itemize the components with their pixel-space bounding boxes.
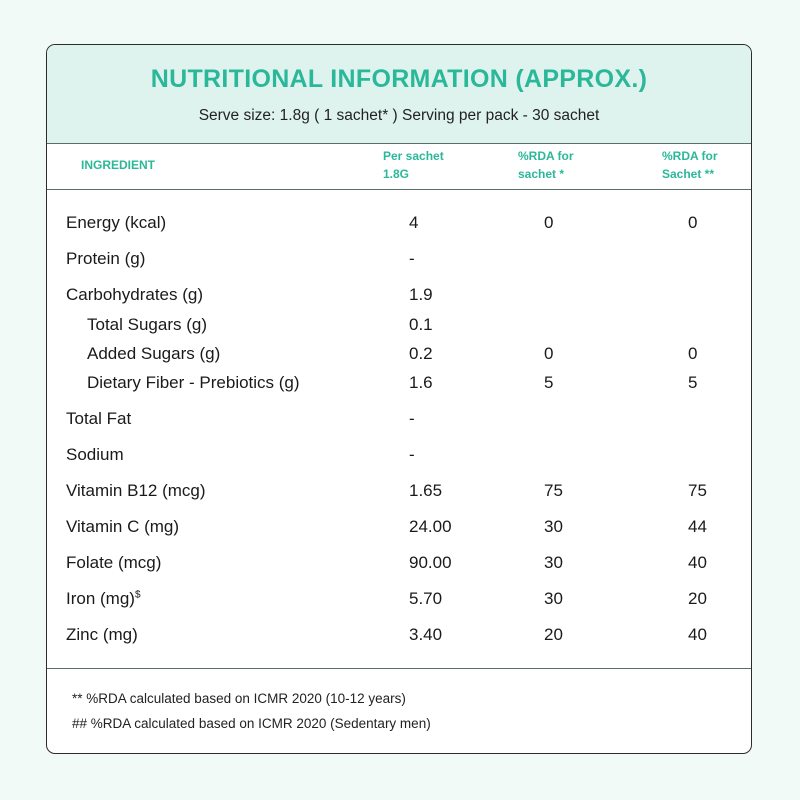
table-row: Total Fat - (47, 409, 751, 433)
rda-sachet-2-value: 75 (688, 481, 707, 500)
table-row: Zinc (mg) 3.40 20 40 (47, 625, 751, 649)
column-header-ingredient: INGREDIENT (81, 158, 156, 172)
per-sachet-value: 1.6 (409, 373, 433, 392)
per-sachet-value: 4 (409, 213, 419, 232)
per-sachet-value: 1.9 (409, 285, 433, 304)
nutrition-card: NUTRITIONAL INFORMATION (APPROX.) Serve … (46, 44, 752, 754)
rda-sachet-value: 0 (544, 344, 554, 363)
table-row: Energy (kcal) 4 0 0 (47, 213, 751, 237)
ingredient-name: Total Fat (66, 409, 132, 428)
ingredient-name: Vitamin B12 (mcg) (66, 481, 206, 500)
ingredient-name: Dietary Fiber - Prebiotics (g) (87, 373, 300, 392)
ingredient-name: Added Sugars (g) (87, 344, 221, 363)
per-sachet-value: 3.40 (409, 625, 443, 644)
footnote-1: ** %RDA calculated based on ICMR 2020 (1… (72, 691, 406, 706)
per-sachet-value: - (409, 409, 415, 428)
ingredient-name: Total Sugars (g) (87, 315, 207, 334)
rda-sachet-value: 20 (544, 625, 563, 644)
table-row: Added Sugars (g) 0.2 0 0 (47, 344, 751, 368)
ingredient-name: Vitamin C (mg) (66, 517, 180, 536)
footnote-2: ## %RDA calculated based on ICMR 2020 (S… (72, 716, 431, 731)
table-row: Protein (g) - (47, 249, 751, 273)
footer-divider (47, 668, 751, 669)
per-sachet-value: 0.2 (409, 344, 433, 363)
rda-sachet-2-value: 5 (688, 373, 698, 392)
ingredient-name: Protein (g) (66, 249, 146, 268)
rda-sachet-value: 30 (544, 517, 563, 536)
table-row: Carbohydrates (g) 1.9 (47, 285, 751, 309)
table-row: Folate (mcg) 90.00 30 40 (47, 553, 751, 577)
page-title: NUTRITIONAL INFORMATION (APPROX.) (150, 65, 648, 93)
rda-sachet-value: 5 (544, 373, 554, 392)
ingredient-name: Zinc (mg) (66, 625, 138, 644)
rda-sachet-2-value: 40 (688, 553, 707, 572)
per-sachet-value: 1.65 (409, 481, 443, 500)
rda-sachet-value: 30 (544, 589, 563, 608)
table-row: Total Sugars (g) 0.1 (47, 315, 751, 339)
per-sachet-value: - (409, 249, 415, 268)
column-header-per-sachet: Per sachet 1.8G (383, 149, 444, 181)
rda-sachet-value: 30 (544, 553, 563, 572)
ingredient-name-text: Iron (mg) (66, 589, 135, 608)
ingredient-name: Carbohydrates (g) (66, 285, 204, 304)
footnote-marker: $ (134, 589, 141, 601)
rda-sachet-value: 0 (544, 213, 554, 232)
column-header-rda-sachet-2: %RDA for Sachet ** (662, 149, 718, 181)
per-sachet-value: - (409, 445, 415, 464)
ingredient-name: Sodium (66, 445, 124, 464)
rda-sachet-2-value: 0 (688, 213, 698, 232)
header-band: NUTRITIONAL INFORMATION (APPROX.) Serve … (47, 45, 751, 144)
column-header-rda-sachet: %RDA for sachet * (518, 149, 574, 181)
rda-sachet-2-value: 20 (688, 589, 707, 608)
table-row: Sodium - (47, 445, 751, 469)
table-row: Vitamin C (mg) 24.00 30 44 (47, 517, 751, 541)
table-row: Vitamin B12 (mcg) 1.65 75 75 (47, 481, 751, 505)
rda-sachet-value: 75 (544, 481, 563, 500)
ingredient-name: Energy (kcal) (66, 213, 167, 232)
per-sachet-value: 5.70 (409, 589, 443, 608)
rda-sachet-2-value: 0 (688, 344, 698, 363)
rda-sachet-2-value: 44 (688, 517, 707, 536)
ingredient-name: Folate (mcg) (66, 553, 162, 572)
rda-sachet-2-value: 40 (688, 625, 707, 644)
per-sachet-value: 0.1 (409, 315, 433, 334)
per-sachet-value: 24.00 (409, 517, 452, 536)
serving-info: Serve size: 1.8g ( 1 sachet* ) Serving p… (198, 107, 600, 124)
per-sachet-value: 90.00 (409, 553, 452, 572)
ingredient-name: Iron (mg)$ (66, 589, 141, 609)
table-row: Iron (mg)$ 5.70 30 20 (47, 589, 751, 613)
column-header-row: INGREDIENT Per sachet 1.8G %RDA for sach… (47, 143, 751, 190)
table-row: Dietary Fiber - Prebiotics (g) 1.6 5 5 (47, 373, 751, 397)
